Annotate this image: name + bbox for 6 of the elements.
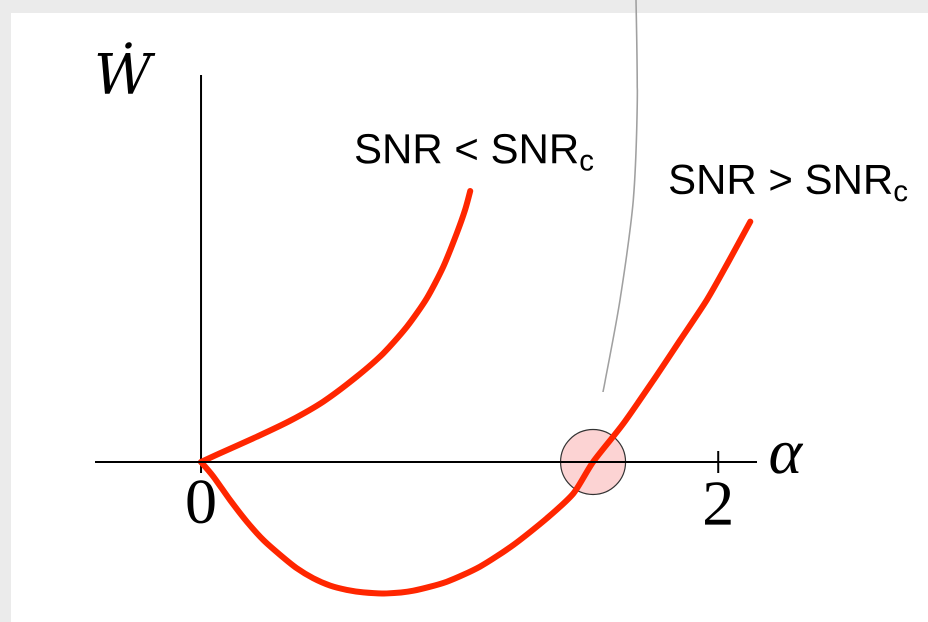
x-tick-label: 0 bbox=[187, 480, 215, 524]
y-axis-title: Ẇ bbox=[98, 42, 156, 94]
x-tick-label: 2 bbox=[705, 482, 731, 525]
series-label: SNR < SNR$_{c}$ bbox=[356, 134, 594, 171]
x-axis-title: α bbox=[770, 442, 804, 474]
series-label: SNR > SNR$_{c}$ bbox=[670, 164, 908, 202]
